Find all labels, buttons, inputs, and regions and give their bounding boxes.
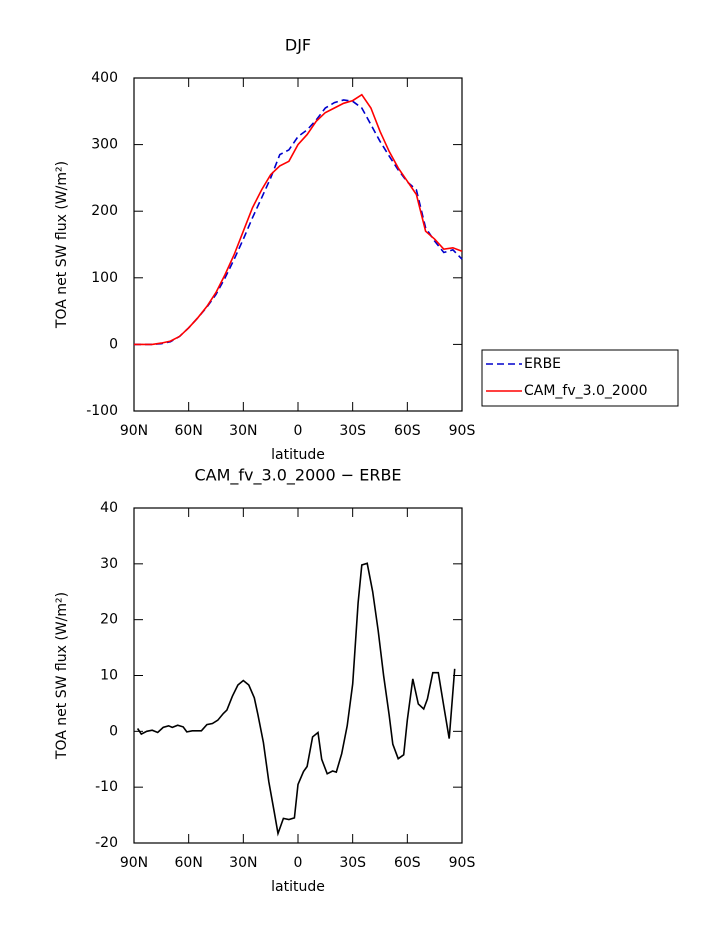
x-tick-label: 60S	[394, 855, 421, 871]
plot-frame	[133, 77, 463, 412]
x-tick-label: 90N	[120, 423, 148, 439]
x-tick-label: 30S	[339, 855, 366, 871]
y-tick-label: -20	[95, 835, 118, 851]
y-axis-label: TOA net SW flux (W/m²)	[54, 592, 70, 760]
y-tick-label: 100	[91, 270, 118, 286]
y-tick-label: -10	[95, 779, 118, 795]
x-tick-label: 30S	[339, 423, 366, 439]
chart-title: DJF	[285, 36, 311, 55]
x-tick-label: 60N	[175, 423, 203, 439]
x-axis-label: latitude	[271, 879, 325, 895]
data-line	[134, 99, 463, 346]
y-tick-label: 40	[100, 500, 118, 516]
y-tick-label: 200	[91, 203, 118, 219]
x-tick-label: 90S	[449, 855, 476, 871]
legend-box	[481, 349, 679, 407]
x-tick-label: 0	[294, 855, 303, 871]
y-tick-label: 400	[91, 70, 118, 86]
x-tick-label: 30N	[229, 423, 257, 439]
data-line	[136, 562, 456, 837]
y-tick-label: 0	[109, 336, 118, 352]
y-tick-label: 300	[91, 137, 118, 153]
legend-label: ERBE	[524, 356, 561, 372]
legend-label: CAM_fv_3.0_2000	[524, 383, 648, 399]
y-tick-label: -100	[86, 403, 118, 419]
y-tick-label: 20	[100, 612, 118, 628]
y-tick-label: 30	[100, 556, 118, 572]
x-tick-label: 0	[294, 423, 303, 439]
x-tick-label: 60S	[394, 423, 421, 439]
data-line	[134, 93, 463, 346]
y-tick-label: 10	[100, 668, 118, 684]
y-axis-label: TOA net SW flux (W/m²)	[54, 161, 70, 329]
plot-frame	[133, 507, 463, 844]
x-tick-label: 30N	[229, 855, 257, 871]
x-tick-label: 90N	[120, 855, 148, 871]
y-tick-label: 0	[109, 723, 118, 739]
x-tick-label: 60N	[175, 855, 203, 871]
x-axis-label: latitude	[271, 447, 325, 463]
chart-title: CAM_fv_3.0_2000 − ERBE	[194, 466, 401, 486]
x-tick-label: 90S	[449, 423, 476, 439]
